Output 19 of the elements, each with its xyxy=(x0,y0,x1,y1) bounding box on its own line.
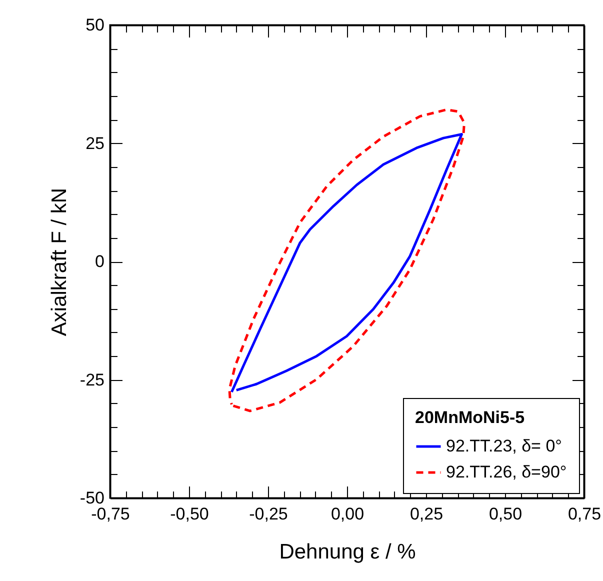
x-axis-title: Dehnung ε / % xyxy=(279,540,416,564)
y-tick-label: -25 xyxy=(80,370,104,390)
y-tick-label: -50 xyxy=(80,488,104,508)
legend-title: 20MnMoNi5-5 xyxy=(415,408,525,427)
line-series xyxy=(230,133,463,394)
y-tick-label: 0 xyxy=(95,252,104,271)
x-tick-label: -0,50 xyxy=(170,504,209,524)
y-axis-title: Axialkraft F / kN xyxy=(48,188,71,336)
y-tick-label: 25 xyxy=(86,134,104,153)
legend-label: 92.TT.26, δ=90° xyxy=(446,462,567,482)
x-tick-label: 0,25 xyxy=(410,504,444,524)
x-tick-label: 0,75 xyxy=(568,504,602,524)
x-tick-label: 0,00 xyxy=(330,504,364,524)
line-series xyxy=(228,108,466,412)
legend-label: 92.TT.23, δ= 0° xyxy=(446,436,562,456)
x-tick-label: 0,50 xyxy=(488,504,522,524)
x-tick-label: -0,75 xyxy=(91,504,130,524)
x-tick-label: -0,25 xyxy=(249,504,288,524)
y-tick-label: 50 xyxy=(86,16,104,34)
